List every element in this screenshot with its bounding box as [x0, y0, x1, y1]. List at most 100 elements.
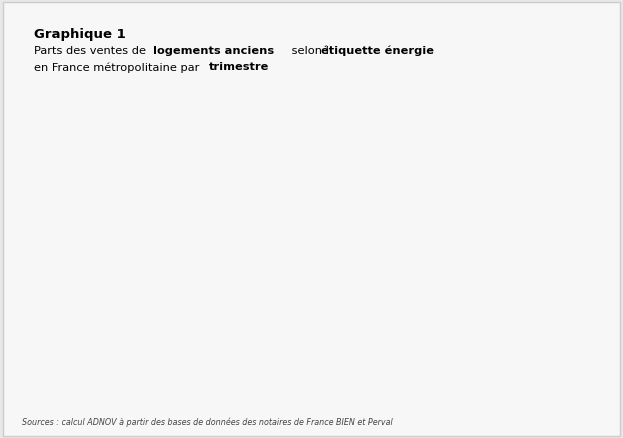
D	[334, 159, 341, 164]
Text: selon l’: selon l’	[288, 46, 333, 56]
B	[163, 338, 170, 343]
C	[383, 243, 391, 248]
F	[187, 311, 194, 317]
F	[89, 310, 97, 315]
G	[212, 346, 219, 351]
A	[187, 356, 194, 361]
D	[579, 165, 586, 170]
D	[65, 126, 72, 131]
F	[530, 305, 538, 311]
G	[113, 346, 121, 351]
D	[554, 170, 562, 176]
A	[260, 355, 268, 360]
D	[530, 168, 538, 173]
Text: 6%: 6%	[453, 325, 467, 333]
Legend: A, B, C, D, E, F, G: A, B, C, D, E, F, G	[383, 78, 591, 94]
D	[113, 127, 121, 132]
F	[457, 302, 464, 307]
E	[212, 215, 219, 221]
E	[383, 222, 391, 227]
Line: F: F	[67, 304, 584, 321]
Text: 38%: 38%	[254, 133, 274, 142]
A	[358, 354, 366, 360]
C	[89, 253, 97, 258]
A	[89, 355, 97, 360]
A	[138, 355, 146, 360]
A	[65, 354, 72, 360]
F	[260, 311, 268, 317]
D	[505, 165, 513, 170]
F	[65, 310, 72, 315]
G	[310, 347, 317, 353]
E	[285, 219, 293, 224]
Text: 2%: 2%	[453, 349, 467, 357]
C	[358, 240, 366, 245]
D	[481, 165, 488, 170]
C	[187, 254, 194, 259]
D	[310, 150, 317, 155]
E	[113, 212, 121, 218]
F	[505, 305, 513, 311]
A	[383, 354, 391, 359]
G	[334, 332, 341, 338]
Line: E: E	[67, 201, 584, 229]
Text: 3%: 3%	[282, 343, 296, 351]
E	[358, 219, 366, 224]
C	[65, 251, 72, 257]
E	[163, 212, 170, 218]
A	[554, 350, 562, 355]
G	[138, 346, 146, 351]
B	[89, 338, 97, 343]
Text: trimestre: trimestre	[209, 62, 270, 72]
F	[236, 311, 244, 317]
Text: 10%: 10%	[450, 300, 470, 310]
E	[334, 219, 341, 224]
C	[113, 253, 121, 258]
D	[383, 165, 391, 170]
D	[432, 165, 439, 170]
F	[358, 302, 366, 307]
D	[260, 141, 268, 146]
F	[138, 310, 146, 315]
C	[530, 237, 538, 242]
C	[505, 233, 513, 239]
C	[260, 245, 268, 251]
G	[407, 329, 415, 335]
E	[481, 219, 488, 224]
Line: D: D	[67, 127, 584, 175]
B	[579, 336, 586, 341]
F	[554, 305, 562, 311]
Text: 24%: 24%	[278, 217, 299, 226]
Line: A: A	[67, 350, 584, 360]
A	[236, 356, 244, 361]
Text: Sources : calcul ADNOV à partir des bases de données des notaires de France BIEN: Sources : calcul ADNOV à partir des base…	[22, 417, 392, 427]
G	[530, 323, 538, 328]
B	[432, 334, 439, 339]
E	[260, 219, 268, 224]
Text: 8%: 8%	[282, 312, 296, 321]
B	[334, 329, 341, 335]
G	[65, 344, 72, 350]
E	[65, 207, 72, 212]
A	[334, 354, 341, 360]
Line: G: G	[67, 323, 584, 351]
B	[285, 329, 293, 335]
A	[579, 349, 586, 354]
A	[505, 352, 513, 357]
Text: étiquette énergie: étiquette énergie	[321, 46, 434, 57]
D	[138, 126, 146, 131]
D	[163, 129, 170, 134]
C	[310, 237, 317, 242]
B	[505, 337, 513, 343]
Text: 2%: 2%	[576, 349, 590, 357]
E	[236, 215, 244, 221]
E	[554, 201, 562, 206]
B	[138, 336, 146, 342]
D	[358, 165, 366, 170]
D	[89, 126, 97, 131]
Text: 33%: 33%	[353, 163, 372, 172]
Text: 24%: 24%	[352, 217, 373, 226]
D	[285, 134, 293, 140]
C	[579, 230, 586, 236]
Text: 22%: 22%	[573, 229, 592, 238]
